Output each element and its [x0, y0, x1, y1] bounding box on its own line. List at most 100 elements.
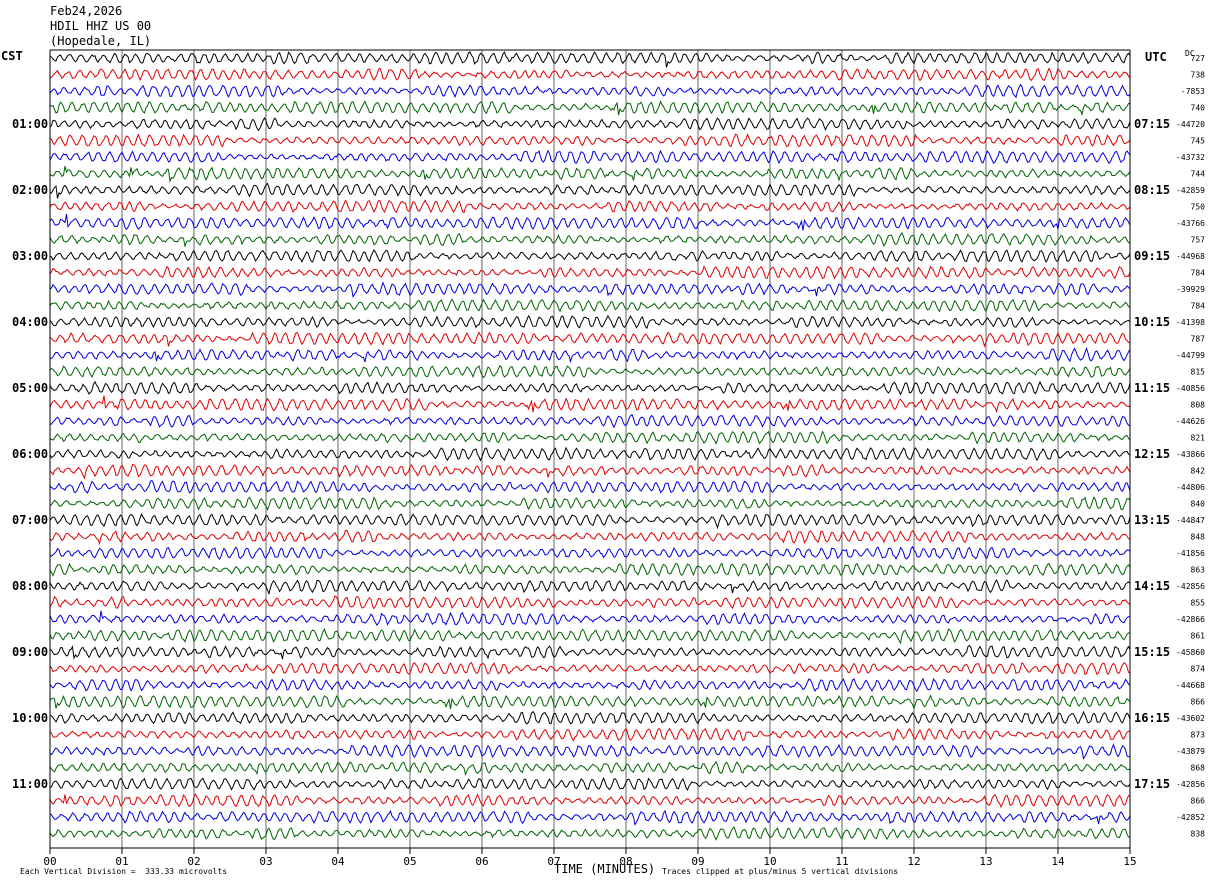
- trace-row: [49, 364, 1131, 379]
- dc-header-label: DC: [1185, 49, 1195, 58]
- trace-row: [49, 430, 1131, 446]
- dc-value: 863: [1191, 566, 1206, 575]
- dc-value: -44668: [1176, 681, 1205, 690]
- seismic-traces: [49, 51, 1131, 841]
- x-tick-label: 01: [115, 855, 128, 868]
- utc-hour-label: 07:15: [1134, 117, 1170, 131]
- dc-value: 840: [1191, 500, 1206, 509]
- x-tick-label: 10: [763, 855, 776, 868]
- trace-row: [49, 496, 1131, 512]
- dc-value: 784: [1191, 269, 1206, 278]
- dc-value: -44806: [1176, 483, 1205, 492]
- utc-hour-label: 11:15: [1134, 381, 1170, 395]
- dc-value: 744: [1191, 170, 1206, 179]
- dc-value: 866: [1191, 698, 1206, 707]
- cst-hour-label: 02:00: [12, 183, 48, 197]
- utc-hour-label: 14:15: [1134, 579, 1170, 593]
- dc-value: -44799: [1176, 351, 1205, 360]
- dc-value: 848: [1191, 533, 1206, 542]
- dc-value: -41398: [1176, 318, 1205, 327]
- utc-hour-label: 10:15: [1134, 315, 1170, 329]
- trace-row: [49, 214, 1131, 231]
- trace-row: [49, 100, 1131, 117]
- trace-row: [49, 281, 1131, 298]
- dc-value: 842: [1191, 467, 1206, 476]
- dc-value: -43766: [1176, 219, 1205, 228]
- cst-hour-label: 01:00: [12, 117, 48, 131]
- x-tick-label: 12: [907, 855, 920, 868]
- trace-row: [49, 661, 1131, 676]
- cst-hour-label: 07:00: [12, 513, 48, 527]
- cst-hour-label: 11:00: [12, 777, 48, 791]
- utc-hour-label: 08:15: [1134, 183, 1170, 197]
- trace-row: [49, 595, 1131, 610]
- utc-hour-label: 09:15: [1134, 249, 1170, 263]
- x-axis-ticks: 00 01 02 03 04 05 06 07 08 09 10 11 12 13 14 15: [43, 848, 1137, 868]
- trace-row: [49, 545, 1131, 560]
- cst-hour-label: 03:00: [12, 249, 48, 263]
- utc-hour-labels: 07:15 08:15 09:15 10:15 11:15 12:15 13:15 14:15…: [1134, 117, 1170, 791]
- x-tick-label: 11: [835, 855, 848, 868]
- trace-row: [49, 793, 1131, 809]
- trace-row: [49, 232, 1130, 247]
- dc-value: 738: [1191, 71, 1206, 80]
- trace-row: [49, 529, 1131, 546]
- x-tick-label: 14: [1051, 855, 1065, 868]
- trace-row: [49, 347, 1131, 364]
- dc-value: 787: [1191, 335, 1206, 344]
- cst-hour-label: 04:00: [12, 315, 48, 329]
- dc-value: 868: [1191, 764, 1206, 773]
- trace-row: [49, 149, 1131, 165]
- trace-row: [49, 413, 1131, 429]
- trace-row: [49, 677, 1131, 693]
- dc-value: -42852: [1176, 813, 1205, 822]
- trace-row: [49, 826, 1131, 841]
- trace-row: [49, 743, 1131, 760]
- trace-row: [49, 83, 1131, 99]
- trace-row: [49, 182, 1131, 199]
- trace-row: [49, 298, 1131, 313]
- trace-row: [49, 199, 1131, 214]
- dc-value: -44968: [1176, 252, 1205, 261]
- dc-value: 750: [1191, 203, 1206, 212]
- dc-value: 873: [1191, 731, 1206, 740]
- trace-row: [49, 463, 1131, 480]
- cst-hour-labels: 01:00 02:00 03:00 04:00 05:00 06:00 07:00 08:00…: [12, 117, 48, 791]
- dc-value: 757: [1191, 236, 1206, 245]
- dc-value: -42856: [1176, 582, 1205, 591]
- date-label: Feb24,2026: [50, 4, 123, 18]
- trace-row: [49, 760, 1131, 777]
- x-tick-label: 02: [187, 855, 200, 868]
- utc-hour-label: 17:15: [1134, 777, 1170, 791]
- plot-frame: [49, 49, 1131, 849]
- dc-value: 838: [1191, 830, 1206, 839]
- trace-row: [49, 627, 1131, 645]
- dc-value: 855: [1191, 599, 1206, 608]
- dc-value: -42856: [1176, 780, 1205, 789]
- utc-hour-label: 16:15: [1134, 711, 1170, 725]
- trace-row: [49, 694, 1131, 711]
- dc-value: -42859: [1176, 186, 1205, 195]
- dc-value: -45860: [1176, 648, 1205, 657]
- trace-row: [49, 710, 1131, 725]
- x-tick-label: 13: [979, 855, 992, 868]
- trace-row: [49, 116, 1131, 132]
- utc-hour-label: 12:15: [1134, 447, 1170, 461]
- trace-row: [49, 249, 1131, 263]
- cst-hour-label: 08:00: [12, 579, 48, 593]
- cst-hour-label: 05:00: [12, 381, 48, 395]
- dc-value: -41856: [1176, 549, 1205, 558]
- dc-value: 821: [1191, 434, 1206, 443]
- x-tick-label: 05: [403, 855, 416, 868]
- dc-value: 808: [1191, 401, 1206, 410]
- trace-row: [49, 331, 1131, 348]
- trace-row: [49, 265, 1131, 280]
- dc-value: -43866: [1176, 450, 1205, 459]
- location-label: (Hopedale, IL): [50, 34, 152, 48]
- utc-zone-label: UTC: [1145, 50, 1167, 64]
- trace-row: [49, 480, 1131, 494]
- dc-value: 861: [1191, 632, 1206, 641]
- utc-hour-label: 15:15: [1134, 645, 1170, 659]
- trace-row: [49, 644, 1131, 660]
- dc-value: -43879: [1176, 747, 1205, 756]
